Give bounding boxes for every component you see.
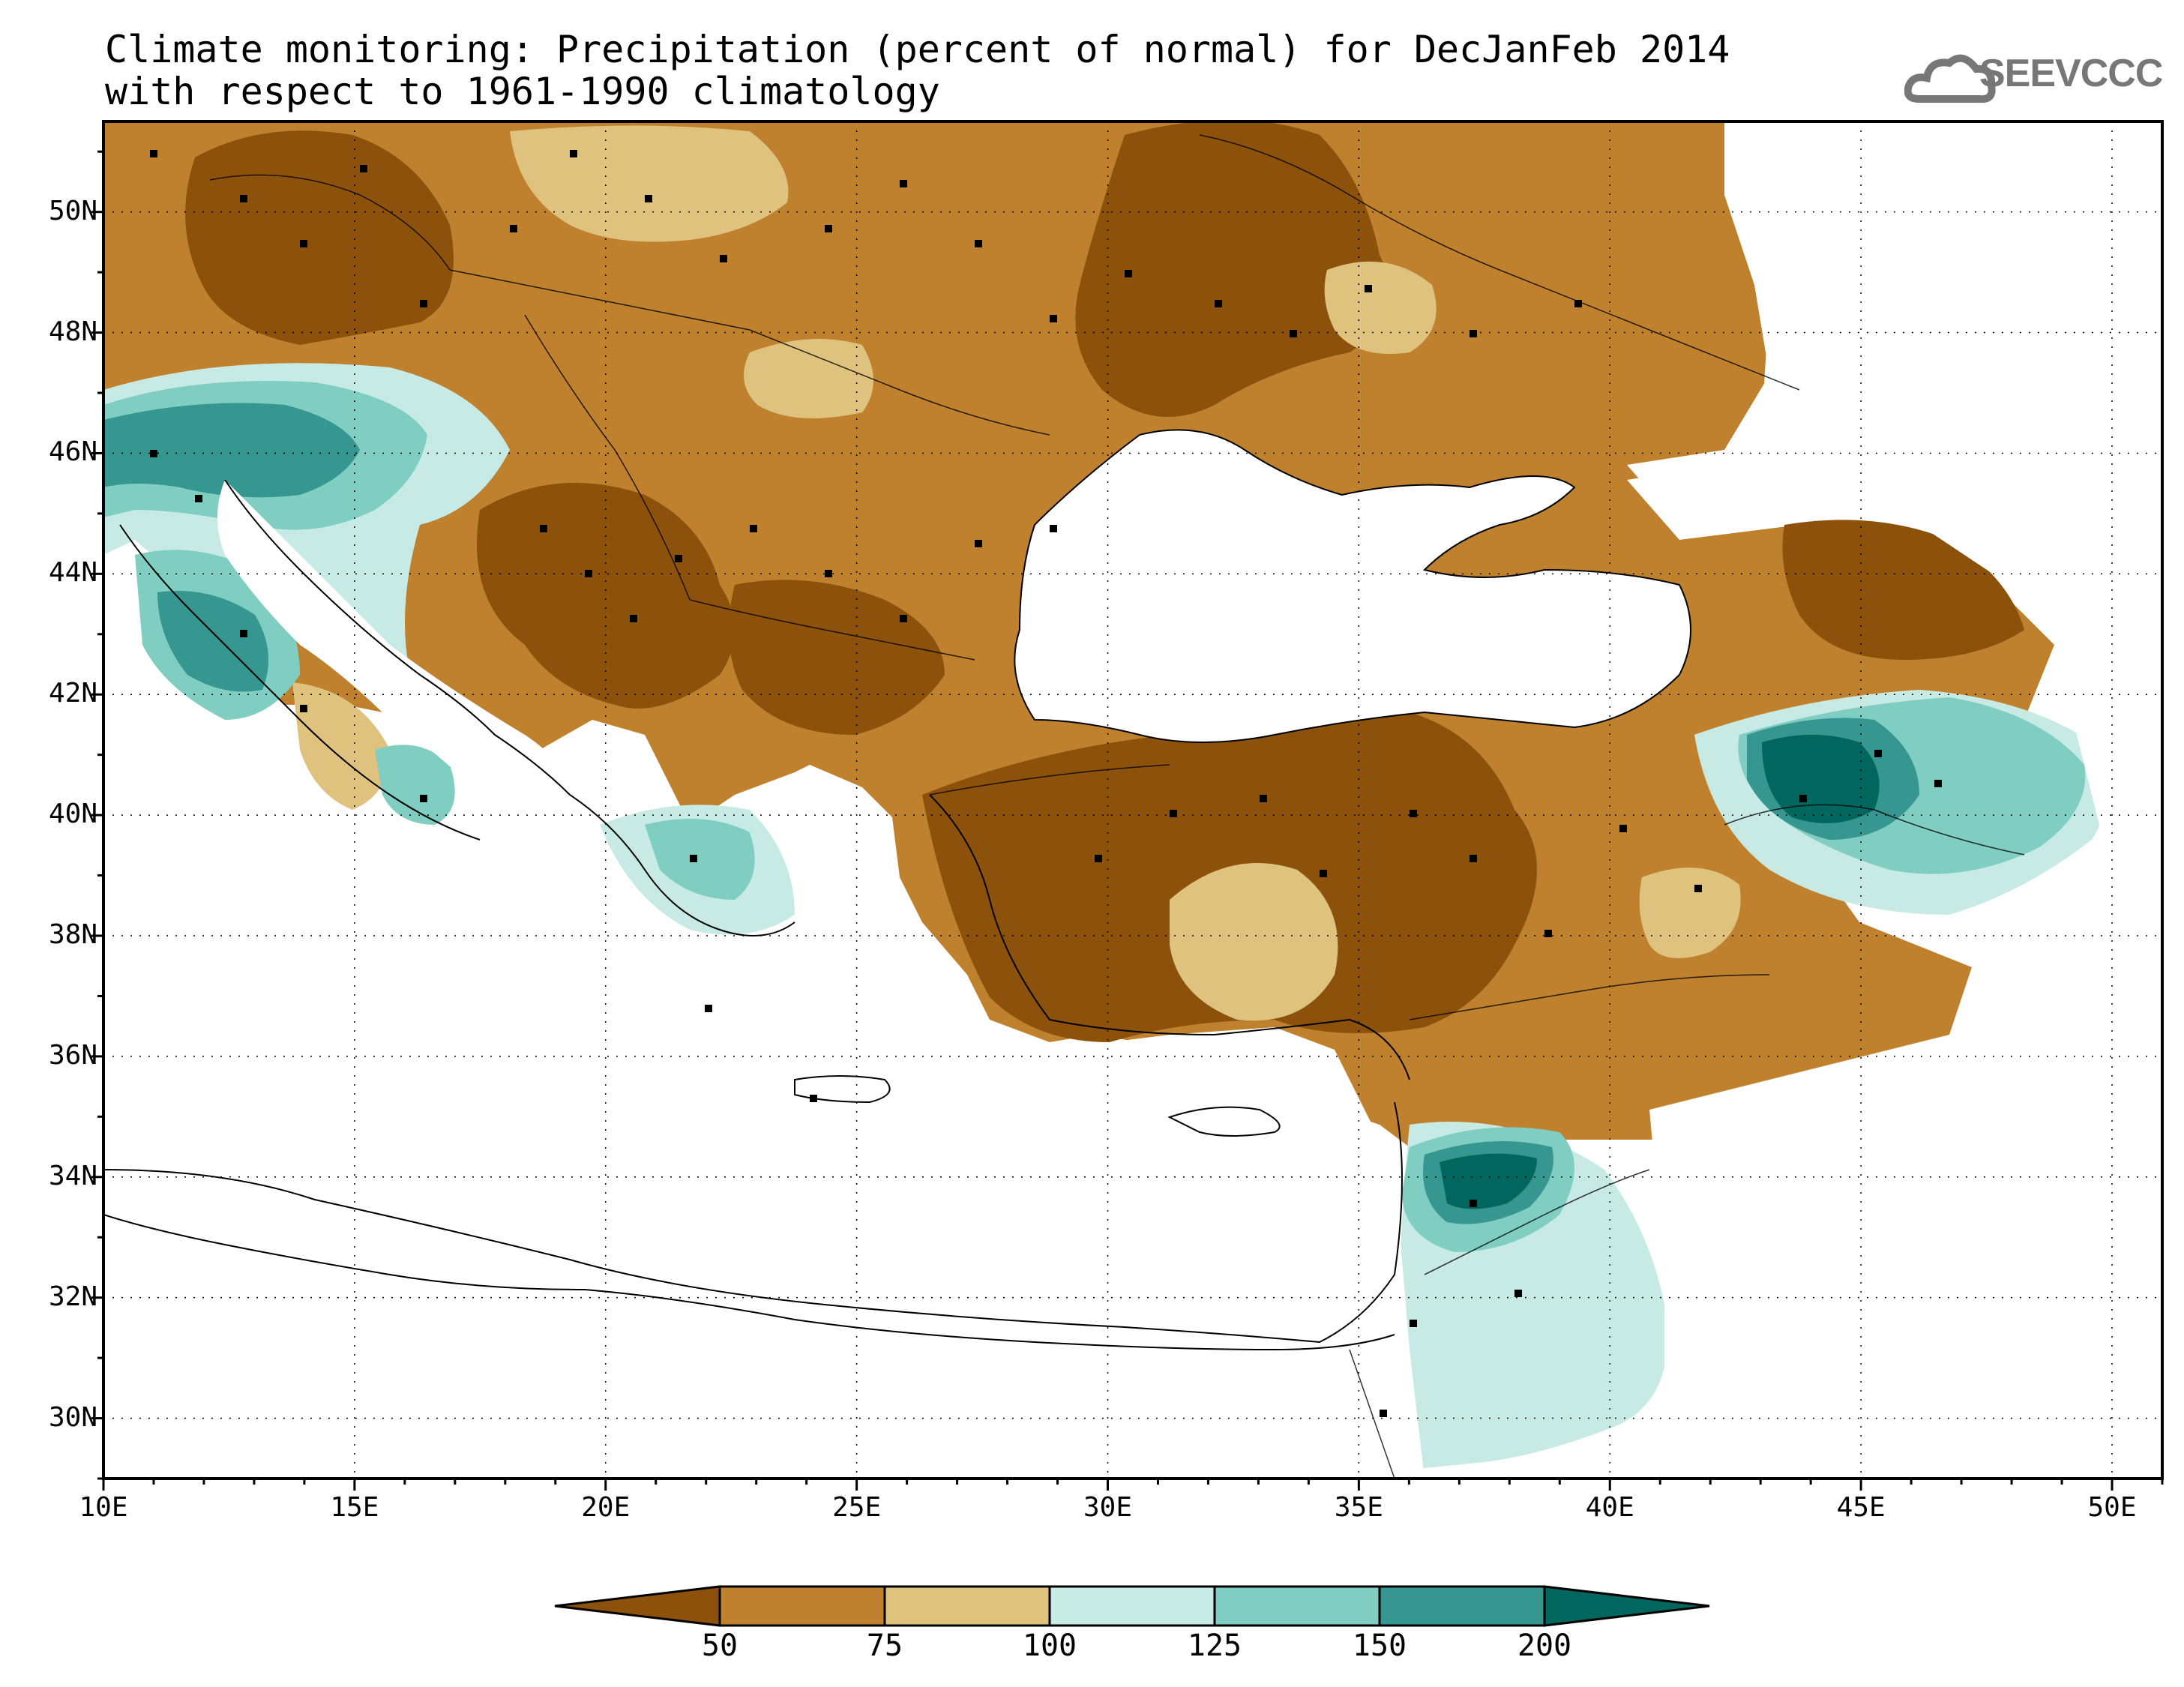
colorbar-label: 50: [701, 1629, 738, 1663]
black-sea: [1014, 429, 1691, 743]
region-very-wet-alps: [103, 403, 360, 498]
region-very-dry-caucasus: [1782, 520, 2024, 660]
lon-label: 30E: [1083, 1492, 1133, 1523]
region-near-normal-turkey-center: [1170, 863, 1338, 1021]
region-wetter-greece: [645, 819, 755, 900]
lat-label: 50N: [48, 195, 97, 226]
lat-label: 46N: [48, 436, 97, 468]
lat-label: 36N: [48, 1039, 97, 1071]
seevccc-cloud-logo-icon: [1904, 54, 1996, 103]
mediterranean-sea: [103, 900, 1425, 1479]
colorbar-label: 125: [1187, 1629, 1242, 1663]
lat-label: 44N: [48, 557, 97, 589]
region-near-normal-hungary: [744, 339, 873, 418]
colorbar-label: 200: [1517, 1629, 1572, 1663]
gridlines: [103, 121, 2162, 1479]
region-very-dry-serbia: [477, 483, 735, 709]
map-title-line1: Climate monitoring: Precipitation (perce…: [105, 28, 1730, 71]
adriatic-sea: [217, 480, 570, 799]
lat-label: 32N: [48, 1281, 97, 1312]
lat-label: 42N: [48, 678, 97, 709]
region-near-normal-ukraine-east: [1324, 261, 1437, 354]
lat-label: 40N: [48, 799, 97, 830]
lon-label: 10E: [79, 1492, 128, 1523]
region-extreme-wet-armenia: [1762, 735, 1880, 823]
station-markers: [150, 150, 1942, 1417]
colorbar-label: 75: [866, 1629, 903, 1663]
colorbar-label: 150: [1352, 1629, 1407, 1663]
map-frame: [102, 120, 2164, 1480]
colorbar-segment: [883, 1585, 1051, 1627]
region-very-dry-ukraine: [1075, 121, 1390, 417]
colorbar: [554, 1585, 1710, 1627]
colorbar-label: 100: [1022, 1629, 1077, 1663]
logo-text: SEEVCCC: [1979, 52, 2163, 95]
colorbar-segment-low: [554, 1585, 721, 1627]
colorbar-segment-high: [1543, 1585, 1710, 1627]
lat-label: 34N: [48, 1160, 97, 1191]
lat-label: 30N: [48, 1401, 97, 1433]
country-borders: [209, 134, 2025, 1479]
colorbar-segment: [1378, 1585, 1546, 1627]
nodata-russia-east: [1627, 121, 2162, 1125]
map-title-line2: with respect to 1961-1990 climatology: [105, 70, 940, 113]
lon-label: 50E: [2087, 1492, 2137, 1523]
colorbar-segment: [718, 1585, 886, 1627]
lon-label: 35E: [1334, 1492, 1383, 1523]
nodata-iraq-south: [1649, 1035, 2162, 1479]
region-very-wet-italy: [157, 591, 268, 692]
region-very-dry-czech: [185, 130, 454, 345]
region-near-normal-poland: [510, 125, 789, 242]
lon-label: 15E: [330, 1492, 379, 1523]
axis-ticks: [91, 150, 2164, 1491]
lon-label: 40E: [1585, 1492, 1634, 1523]
colorbar-segment: [1213, 1585, 1381, 1627]
lat-label: 48N: [48, 316, 97, 347]
region-extreme-wet-lebanon: [1440, 1153, 1537, 1209]
region-very-dry-bulgaria: [729, 580, 945, 735]
lon-label: 25E: [832, 1492, 882, 1523]
lon-label: 45E: [1836, 1492, 1886, 1523]
lon-label: 20E: [581, 1492, 631, 1523]
region-wetter-calabria: [375, 745, 455, 825]
colorbar-segment: [1048, 1585, 1216, 1627]
coastlines: [103, 479, 1410, 1351]
lat-label: 38N: [48, 919, 97, 950]
